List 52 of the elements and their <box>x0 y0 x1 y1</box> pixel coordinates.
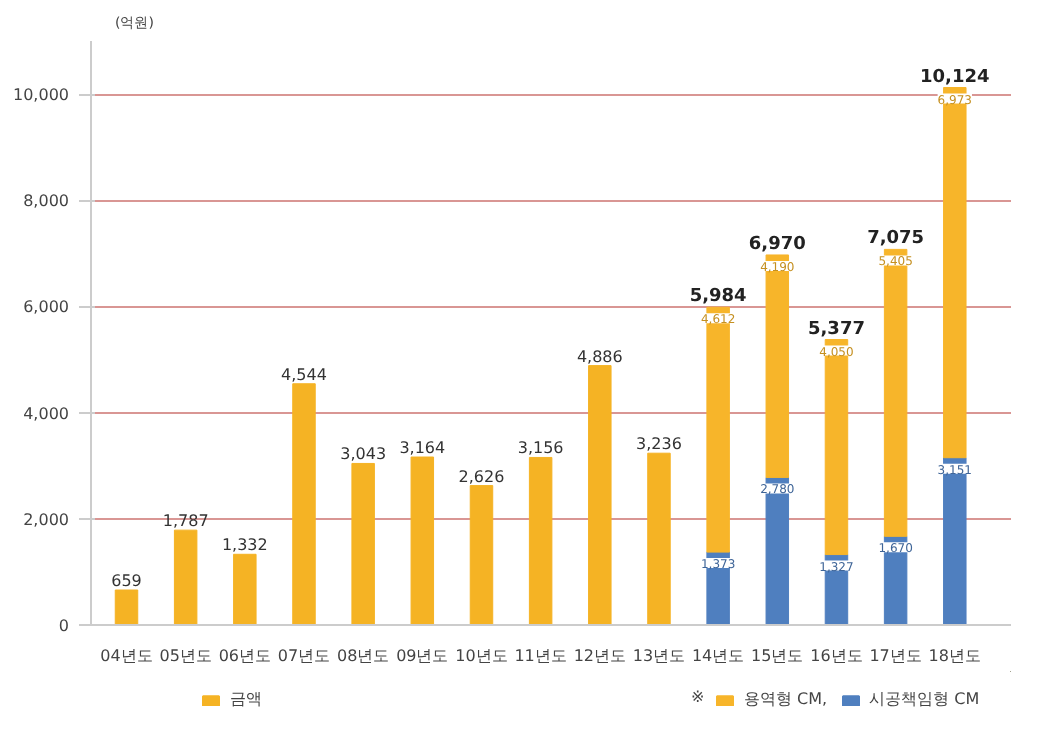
x-tick-label: 12년도 <box>573 647 627 665</box>
x-tick-label: 05년도 <box>159 647 212 665</box>
x-tick-label: 06년도 <box>218 647 272 665</box>
bar <box>528 456 553 625</box>
bar <box>114 589 139 625</box>
total-label: 5,984 <box>689 287 747 308</box>
data-label: 3,156 <box>517 439 564 458</box>
x-tick-label: 16년도 <box>810 647 863 665</box>
data-label: 3,236 <box>636 435 682 454</box>
x-tick-label: 08년도 <box>336 647 390 665</box>
total-label: 7,075 <box>867 229 925 250</box>
y-tick-label: 8,000 <box>23 192 70 211</box>
data-label: 659 <box>111 572 142 591</box>
x-tick-label: 11년도 <box>514 647 567 665</box>
bar <box>647 452 671 625</box>
x-tick-label: 14년도 <box>691 647 745 665</box>
bar <box>410 456 435 625</box>
data-label: 1,787 <box>162 512 209 531</box>
x-tick-label: 15년도 <box>751 647 804 665</box>
total-label: 6,970 <box>748 234 806 255</box>
x-tick-label: 07년도 <box>277 647 331 665</box>
data-label: 4,544 <box>281 365 327 384</box>
bar <box>233 553 257 625</box>
y-tick-label: 0 <box>58 617 70 635</box>
bar <box>351 462 375 625</box>
x-tick-label: 09년도 <box>396 647 449 665</box>
bar <box>883 248 908 537</box>
bar <box>173 529 198 625</box>
x-tick-label: 18년도 <box>928 647 981 665</box>
x-tick-label: 13년도 <box>632 647 686 665</box>
data-label: 2,626 <box>458 467 505 486</box>
total-label: 10,124 <box>920 67 990 88</box>
data-label: 1,332 <box>221 536 268 555</box>
bar <box>469 485 494 625</box>
x-tick-label: 04년도 <box>100 647 153 665</box>
data-label: 3,164 <box>399 439 446 458</box>
y-tick-label: 10,000 <box>13 86 70 105</box>
legend-label: 용역형 CM, <box>744 688 828 710</box>
bar <box>765 476 790 625</box>
legend-label: 금액 <box>230 688 264 710</box>
data-label: 4,886 <box>576 347 623 366</box>
bar <box>292 383 316 625</box>
y-tick-label: 4,000 <box>23 404 70 423</box>
y-tick-label: 2,000 <box>23 510 70 529</box>
x-tick-label: 17년도 <box>869 647 922 665</box>
text: ※ <box>691 688 705 706</box>
total-label: 5,377 <box>808 319 865 340</box>
y-tick-label: 6,000 <box>23 298 70 317</box>
data-label: 3,043 <box>340 445 387 464</box>
x-tick-label: 10년도 <box>455 647 508 665</box>
bar <box>588 365 612 625</box>
legend-label: 시공책임형 CM <box>869 688 980 710</box>
